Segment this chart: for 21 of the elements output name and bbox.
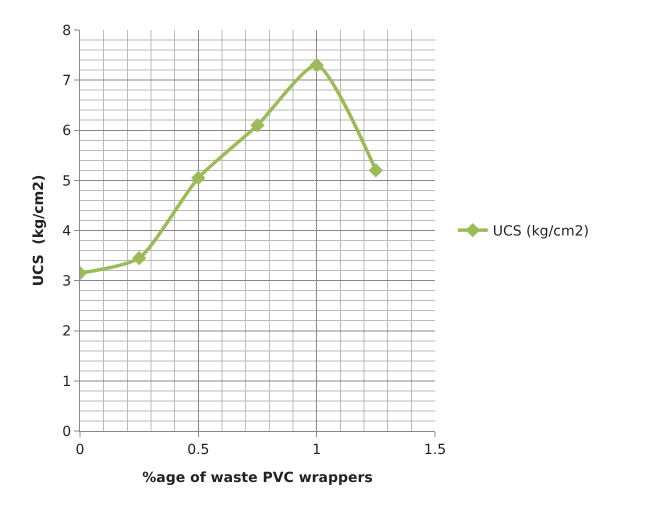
point bbox=[250, 118, 265, 132]
point bbox=[368, 163, 383, 178]
y-tick-label: 1 bbox=[62, 374, 72, 390]
y-axis-title: UCS (kg/cm2) bbox=[30, 174, 47, 286]
x-axis-title: %age of waste PVC wrappers bbox=[142, 470, 373, 486]
point bbox=[310, 58, 324, 72]
y-tick-label: 0 bbox=[62, 424, 72, 440]
y-tick-label: 6 bbox=[62, 123, 72, 140]
point bbox=[191, 170, 206, 186]
x-tick-label: 1 bbox=[312, 442, 322, 458]
y-tick-label: 4 bbox=[62, 223, 72, 240]
point bbox=[132, 250, 146, 266]
legend-label: UCS (kg/cm2) bbox=[492, 224, 589, 240]
y-tick-label: 2 bbox=[62, 324, 72, 340]
y-tick-label: 7 bbox=[62, 73, 72, 90]
x-tick-label: 1.5 bbox=[424, 442, 446, 458]
y-tick-label: 8 bbox=[62, 22, 72, 39]
y-tick-label: 5 bbox=[62, 173, 72, 190]
y-tick-label: 3 bbox=[62, 274, 72, 290]
x-tick-label: 0 bbox=[76, 442, 84, 458]
x-tick-label: 0.5 bbox=[187, 442, 210, 458]
